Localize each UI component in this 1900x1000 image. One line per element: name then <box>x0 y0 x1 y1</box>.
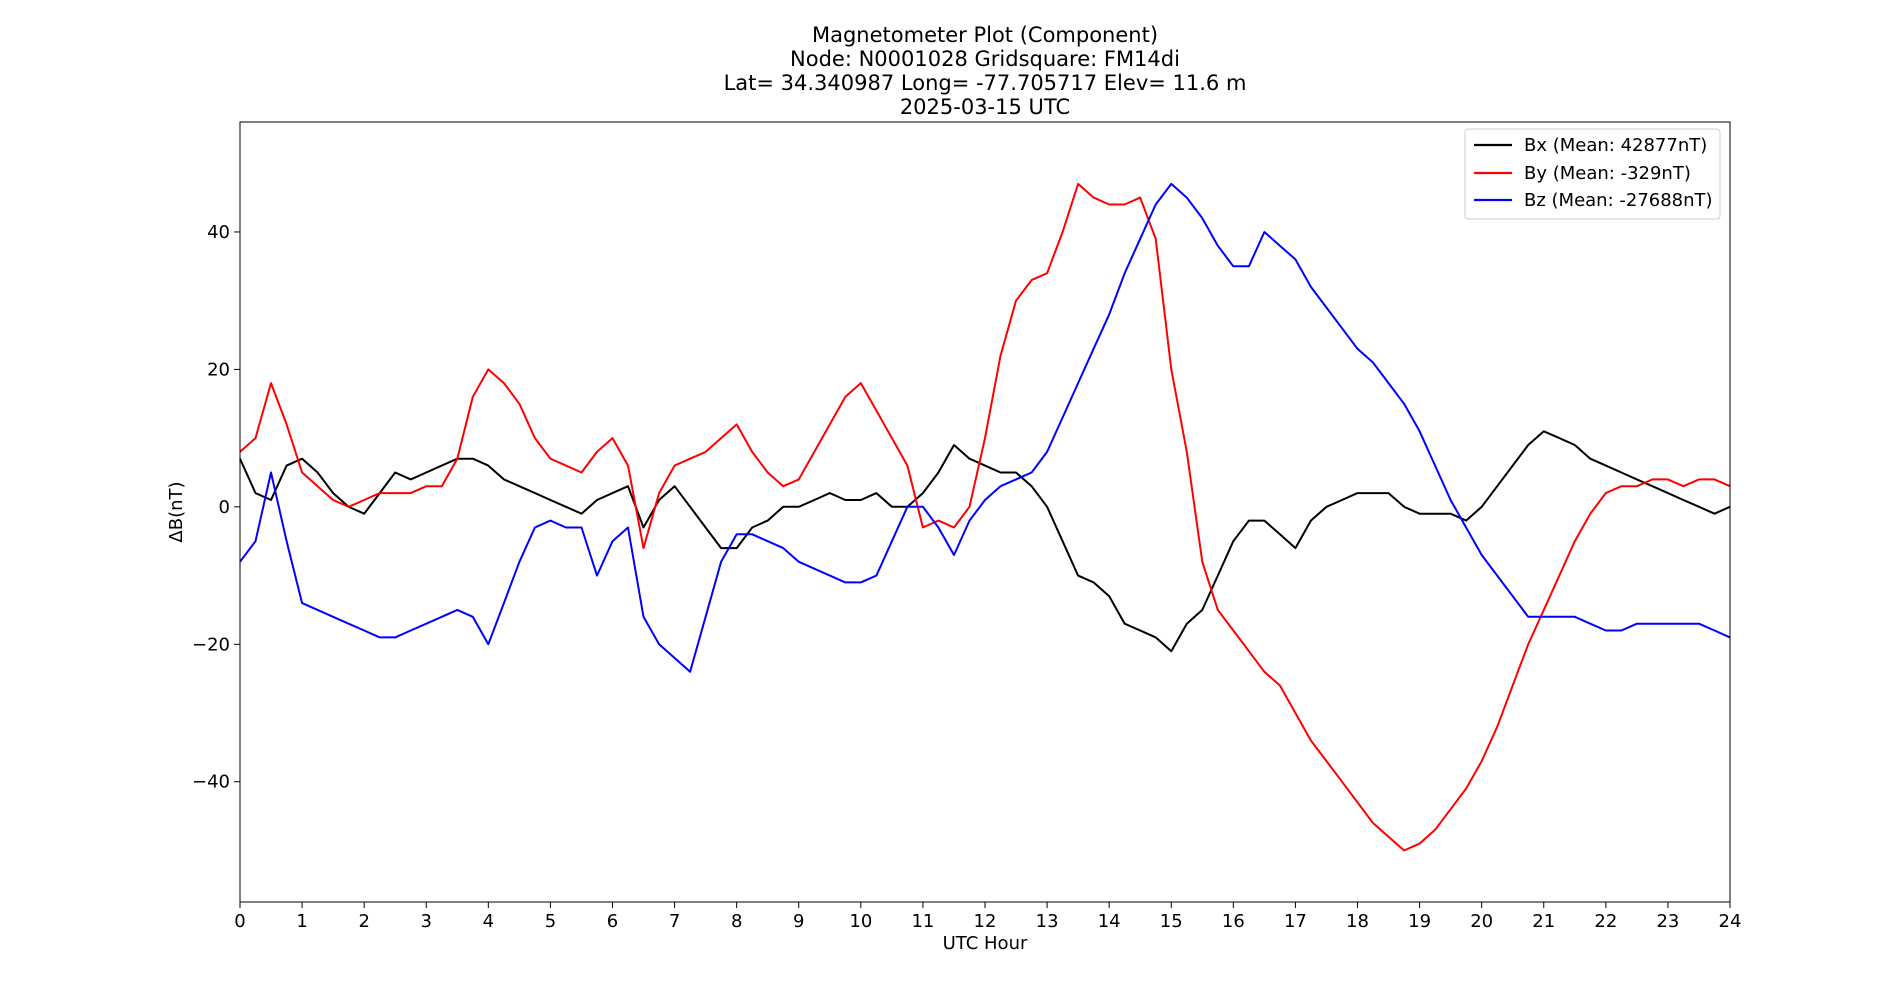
title-line-3: Lat= 34.340987 Long= -77.705717 Elev= 11… <box>724 71 1247 95</box>
series-layer <box>239 182 1731 852</box>
x-tick-label: 8 <box>731 911 742 932</box>
x-tick-label: 24 <box>1719 911 1742 932</box>
x-tick-label: 1 <box>296 911 307 932</box>
plot-area <box>239 121 1731 903</box>
title-line-2: Node: N0001028 Gridsquare: FM14di <box>790 47 1180 71</box>
x-tick-label: 2 <box>358 911 369 932</box>
y-tick-label: 40 <box>207 222 230 243</box>
y-axis-label: ΔB(nT) <box>166 481 187 542</box>
x-tick-label: 12 <box>974 911 997 932</box>
x-tick-label: 22 <box>1594 911 1617 932</box>
x-tick-label: 19 <box>1408 911 1431 932</box>
x-tick-label: 14 <box>1098 911 1121 932</box>
x-tick-label: 20 <box>1470 911 1493 932</box>
x-axis: 0 1 2 3 4 5 6 7 8 9 10 11 12 13 14 15 16 17 18 19 20 21 22 23 24 <box>234 902 1741 932</box>
y-tick-label: −40 <box>192 772 230 793</box>
x-tick-label: 15 <box>1160 911 1183 932</box>
legend-label-bz: Bz (Mean: -27688nT) <box>1524 190 1713 211</box>
series-line-by <box>239 182 1731 852</box>
x-tick-label: 5 <box>545 911 556 932</box>
series-line-bx <box>239 430 1731 653</box>
series-line-bz <box>239 182 1731 673</box>
y-axis: −40 −20 0 20 40 <box>192 222 240 793</box>
x-tick-label: 7 <box>669 911 680 932</box>
title-line-1: Magnetometer Plot (Component) <box>812 23 1158 47</box>
legend-label-by: By (Mean: -329nT) <box>1524 163 1691 184</box>
x-tick-label: 0 <box>234 911 245 932</box>
x-tick-label: 13 <box>1036 911 1059 932</box>
x-tick-label: 17 <box>1284 911 1307 932</box>
y-tick-label: −20 <box>192 634 230 655</box>
x-axis-label: UTC Hour <box>943 933 1028 954</box>
x-tick-label: 21 <box>1532 911 1555 932</box>
x-tick-label: 23 <box>1656 911 1679 932</box>
x-tick-label: 10 <box>849 911 872 932</box>
legend-box <box>1464 128 1721 220</box>
y-tick-label: 20 <box>207 359 230 380</box>
x-tick-label: 16 <box>1222 911 1245 932</box>
plot-background <box>240 122 1730 902</box>
title-line-4: 2025-03-15 UTC <box>900 95 1070 119</box>
x-tick-label: 6 <box>607 911 618 932</box>
x-tick-label: 11 <box>911 911 934 932</box>
chart-title: Magnetometer Plot (Component) Node: N000… <box>724 23 1247 119</box>
legend-label-bx: Bx (Mean: 42877nT) <box>1524 135 1707 156</box>
x-tick-label: 3 <box>421 911 432 932</box>
x-tick-label: 9 <box>793 911 804 932</box>
x-tick-label: 18 <box>1346 911 1369 932</box>
y-tick-label: 0 <box>219 497 230 518</box>
legend: Bx (Mean: 42877nT) By (Mean: -329nT) Bz … <box>1464 128 1721 220</box>
x-tick-label: 4 <box>483 911 494 932</box>
